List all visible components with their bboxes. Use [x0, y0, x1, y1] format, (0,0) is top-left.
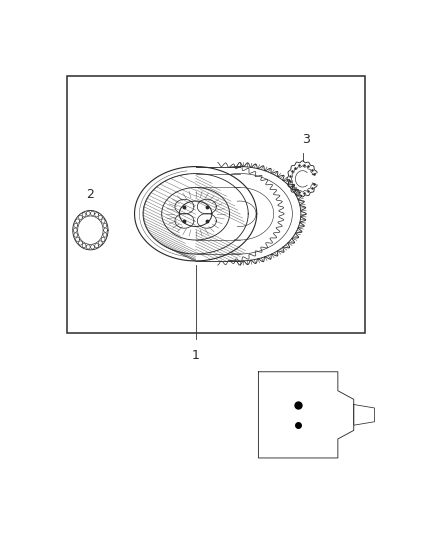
Bar	[67, 76, 365, 333]
Text: 1: 1	[192, 349, 200, 362]
Text: 2: 2	[86, 189, 94, 201]
Text: 3: 3	[302, 133, 310, 146]
